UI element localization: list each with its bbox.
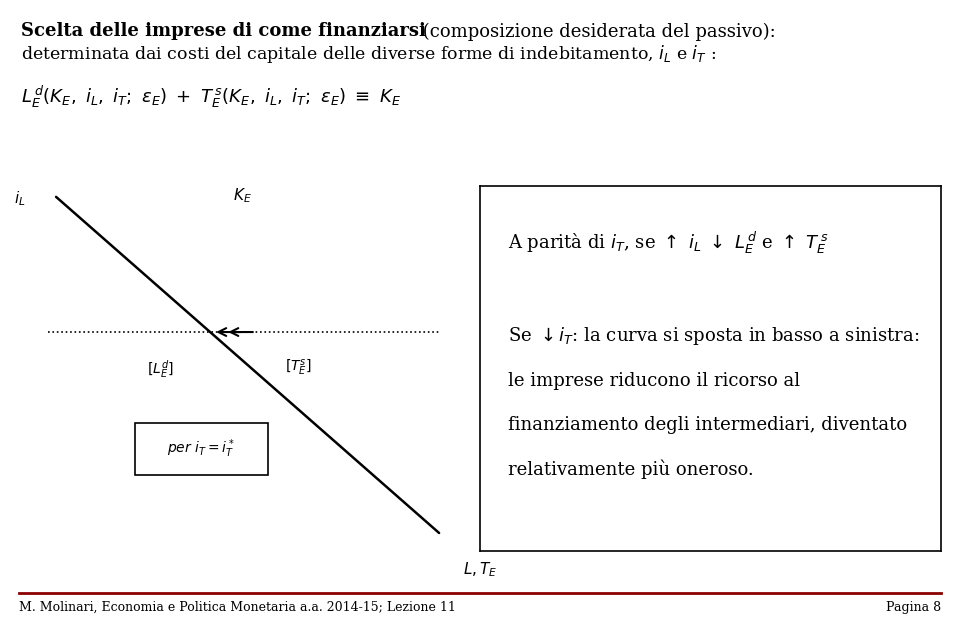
- Text: $[T_E^s]$: $[T_E^s]$: [284, 358, 311, 378]
- Text: per $i_T = i_T^*$: per $i_T = i_T^*$: [167, 438, 235, 460]
- FancyBboxPatch shape: [134, 423, 268, 474]
- Text: (composizione desiderata del passivo):: (composizione desiderata del passivo):: [417, 22, 776, 40]
- Text: Scelta delle imprese di come finanziarsi: Scelta delle imprese di come finanziarsi: [21, 22, 426, 40]
- Text: finanziamento degli intermediari, diventato: finanziamento degli intermediari, divent…: [508, 416, 907, 434]
- Text: $[L_E^d]$: $[L_E^d]$: [148, 358, 175, 379]
- Text: M. Molinari, Economia e Politica Monetaria a.a. 2014-15; Lezione 11: M. Molinari, Economia e Politica Monetar…: [19, 601, 456, 614]
- Text: determinata dai costi del capitale delle diverse forme di indebitamento, $i_L$ e: determinata dai costi del capitale delle…: [21, 43, 716, 65]
- Text: le imprese riducono il ricorso al: le imprese riducono il ricorso al: [508, 372, 800, 390]
- Text: $L, T_E$: $L, T_E$: [464, 560, 497, 579]
- Text: $K_E$: $K_E$: [233, 186, 252, 204]
- Text: $L_E^{\,d}(K_E,\ i_L,\ i_T;\ \varepsilon_E)\ +\ T_E^{\,s}(K_E,\ i_L,\ i_T;\ \var: $L_E^{\,d}(K_E,\ i_L,\ i_T;\ \varepsilon…: [21, 83, 401, 110]
- Text: A parità di $i_T$, se $\uparrow$ $i_L$ $\downarrow$ $L_E^{\,d}$ e $\uparrow$ $T_: A parità di $i_T$, se $\uparrow$ $i_L$ $…: [508, 229, 828, 256]
- Text: Se $\downarrow$$i_T$: la curva si sposta in basso a sinistra:: Se $\downarrow$$i_T$: la curva si sposta…: [508, 325, 919, 347]
- Text: $i_L$: $i_L$: [14, 190, 26, 208]
- Text: Pagina 8: Pagina 8: [886, 601, 941, 614]
- Text: relativamente più oneroso.: relativamente più oneroso.: [508, 460, 754, 479]
